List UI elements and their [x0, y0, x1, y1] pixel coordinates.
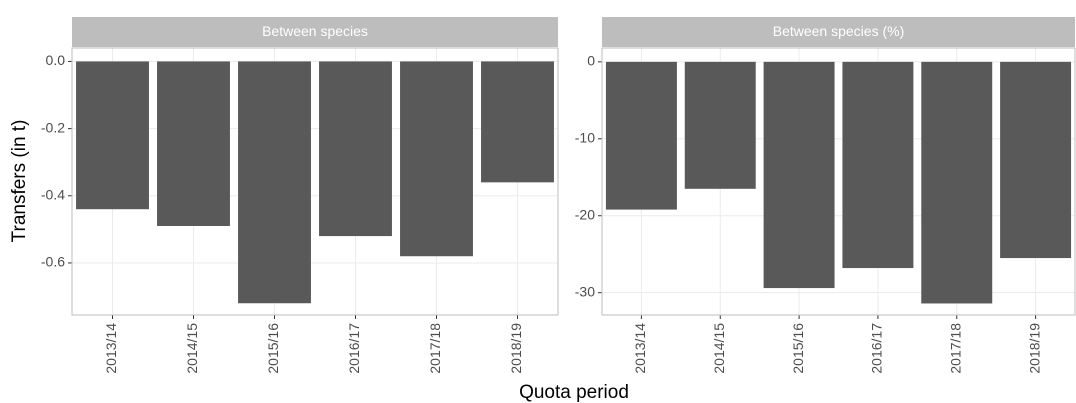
x-tick-label: 2017/18 — [427, 323, 443, 374]
panel-border — [601, 47, 1076, 316]
bar — [684, 61, 756, 189]
x-tick-label: 2015/16 — [265, 323, 281, 374]
bar — [400, 61, 473, 257]
y-tick-label: -10 — [575, 129, 595, 145]
bar — [605, 61, 677, 210]
x-axis-title: Quota period — [519, 382, 629, 403]
y-tick-label: -0.4 — [41, 186, 65, 202]
y-tick-label: 0.0 — [46, 52, 66, 68]
bar — [238, 61, 311, 304]
bar — [842, 61, 914, 269]
strip — [72, 17, 558, 47]
bar — [76, 61, 149, 210]
bar — [763, 61, 835, 289]
x-tick-label: 2015/16 — [790, 323, 806, 374]
bar — [921, 61, 993, 304]
bar — [481, 61, 554, 183]
bar — [319, 61, 392, 237]
x-tick-label: 2013/14 — [632, 323, 648, 374]
panel-border — [71, 47, 559, 316]
y-axis-title: Transfers (in t) — [9, 120, 30, 243]
x-tick-label: 2018/19 — [1026, 323, 1042, 374]
panel-background — [602, 48, 1075, 315]
strip — [602, 17, 1075, 47]
y-tick-label: 0 — [587, 53, 595, 69]
x-tick-label: 2014/15 — [184, 323, 200, 374]
strip-title: Between species — [262, 23, 368, 39]
x-tick-label: 2017/18 — [947, 323, 963, 374]
bar — [157, 61, 230, 227]
x-tick-label: 2016/17 — [869, 323, 885, 374]
y-tick-label: -0.2 — [41, 119, 65, 135]
strip-title: Between species (%) — [773, 23, 905, 39]
x-tick-label: 2014/15 — [711, 323, 727, 374]
y-tick-label: -30 — [575, 283, 595, 299]
x-tick-label: 2018/19 — [508, 323, 524, 374]
bar — [1000, 61, 1072, 259]
panel-background — [72, 48, 558, 315]
y-tick-label: -0.6 — [41, 254, 65, 270]
x-tick-label: 2016/17 — [346, 323, 362, 374]
x-tick-label: 2013/14 — [103, 323, 119, 374]
y-tick-label: -20 — [575, 206, 595, 222]
